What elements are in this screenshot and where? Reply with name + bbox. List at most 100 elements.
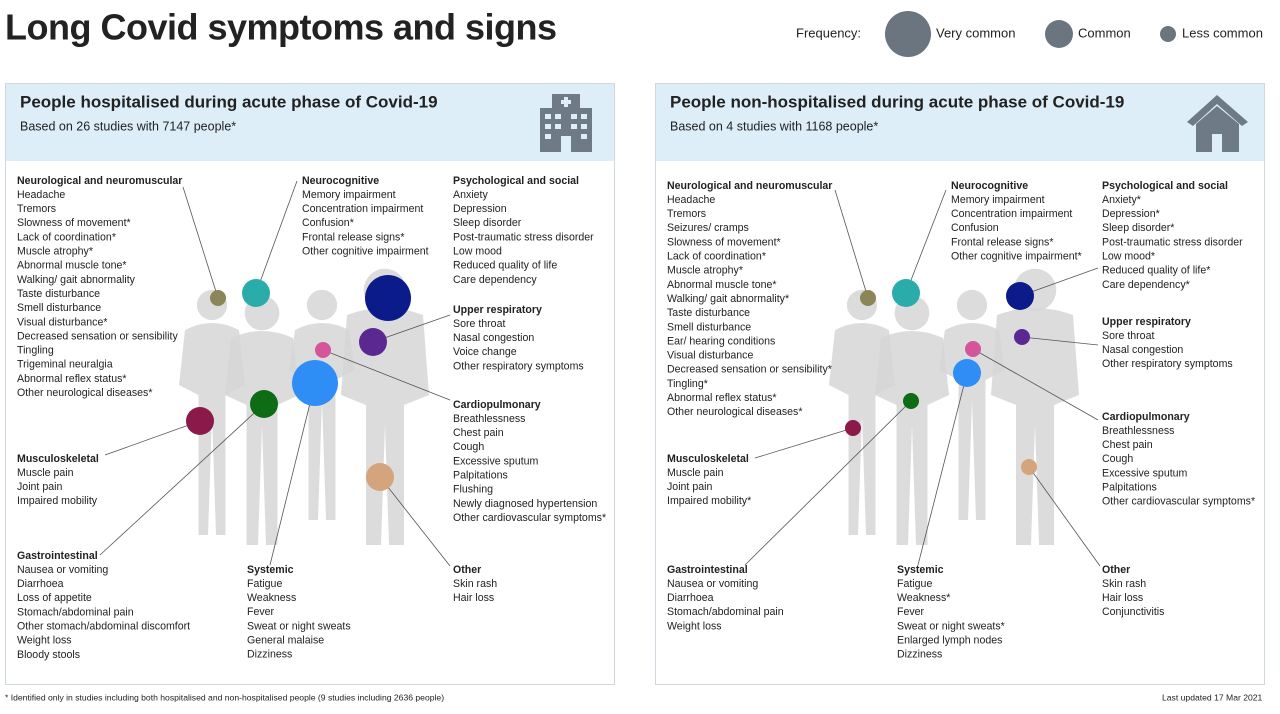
legend-item: Very common: [936, 25, 1015, 40]
group-heading: Neurological and neuromuscular: [17, 175, 182, 187]
symptom: Decreased sensation or sensibility*: [667, 364, 832, 376]
symptom: Other respiratory symptoms: [1102, 358, 1233, 370]
symptom: Muscle atrophy*: [17, 246, 93, 258]
symptom: Depression: [453, 203, 507, 215]
symptom: Bloody stools: [17, 649, 80, 661]
hospital-icon: [540, 94, 592, 152]
symptom: Hair loss: [1102, 592, 1143, 604]
symptom: Abnormal muscle tone*: [667, 279, 777, 291]
leader-line: [182, 186, 219, 299]
panel-header: [656, 84, 1264, 161]
symptom: Smell disturbance: [667, 321, 751, 333]
legend-circle: [1160, 26, 1176, 42]
frequency-bubble: [1014, 329, 1030, 345]
group-heading: Gastrointestinal: [17, 550, 98, 562]
group-heading: Cardiopulmonary: [453, 399, 541, 411]
symptom: Nasal congestion: [453, 332, 534, 344]
symptom: Excessive sputum: [1102, 467, 1188, 479]
symptom: Taste disturbance: [17, 288, 100, 300]
symptom: Confusion*: [302, 217, 354, 229]
symptom: Other stomach/abdominal discomfort: [17, 621, 190, 633]
frequency-bubble: [210, 290, 226, 306]
legend-circle: [885, 11, 931, 57]
symptom: Weight loss: [17, 635, 72, 647]
symptom: Diarrhoea: [667, 592, 714, 604]
leader-lines: [99, 180, 1101, 567]
leader-line: [834, 189, 869, 299]
symptom: Weakness: [247, 592, 296, 604]
symptom: Tremors: [17, 203, 56, 215]
symptom: Decreased sensation or sensibility: [17, 330, 178, 342]
frequency-bubble: [845, 420, 861, 436]
leader-line: [269, 382, 316, 566]
content: People hospitalised during acute phase o…: [17, 92, 1255, 660]
symptom: Frontal release signs*: [302, 231, 404, 243]
symptom: Sweat or night sweats: [247, 620, 351, 632]
symptom: Sore throat: [1102, 330, 1154, 342]
group-heading: Gastrointestinal: [667, 564, 748, 576]
silhouette-head: [956, 289, 988, 321]
leader-line: [972, 348, 1099, 421]
silhouette-body: [341, 308, 429, 545]
symptom: Walking/ gait abnormality: [17, 274, 136, 286]
panel-title: People hospitalised during acute phase o…: [20, 92, 438, 111]
group-heading: Cardiopulmonary: [1102, 411, 1190, 423]
symptom: Impaired mobility: [17, 495, 98, 507]
symptom: Sweat or night sweats*: [897, 620, 1005, 632]
symptom: Fever: [897, 606, 925, 618]
frequency-bubble: [365, 275, 411, 321]
symptom: Depression*: [1102, 208, 1160, 220]
symptom: Reduced quality of life*: [1102, 265, 1210, 277]
symptom: Loss of appetite: [17, 592, 92, 604]
legend-circle: [1045, 20, 1073, 48]
title: Long Covid symptoms and signs: [5, 7, 557, 48]
symptom: Hair loss: [453, 592, 494, 604]
symptom: Muscle pain: [17, 467, 74, 479]
frequency-bubble: [892, 279, 920, 307]
symptom: Fatigue: [897, 578, 932, 590]
symptom: Nasal congestion: [1102, 344, 1183, 356]
legend-item: Common: [1078, 25, 1131, 40]
symptom: Headache: [17, 189, 65, 201]
updated: Last updated 17 Mar 2021: [1162, 692, 1263, 702]
symptom: Other cardiovascular symptoms*: [1102, 496, 1255, 508]
legend-item: Less common: [1182, 25, 1263, 40]
symptom: Abnormal reflex status*: [667, 392, 777, 404]
symptom: Visual disturbance: [667, 350, 753, 362]
symptom: Weakness*: [897, 592, 950, 604]
group-heading: Musculoskeletal: [17, 453, 99, 465]
symptom: Breathlessness: [1102, 425, 1174, 437]
symptom: Slowness of movement*: [17, 217, 131, 229]
symptom: Memory impairment: [951, 194, 1045, 206]
leader-line: [905, 189, 947, 294]
leader-line: [104, 420, 201, 456]
frequency-bubble: [860, 290, 876, 306]
symptom: Joint pain: [667, 481, 712, 493]
group-heading: Psychological and social: [453, 175, 579, 187]
symptom: Low mood*: [1102, 251, 1155, 263]
symptom: Skin rash: [453, 578, 497, 590]
group-heading: Upper respiratory: [1102, 316, 1191, 328]
symptom: Headache: [667, 194, 715, 206]
frequency-bubble: [315, 342, 331, 358]
symptom: Anxiety: [453, 189, 488, 201]
panel-title: People non-hospitalised during acute pha…: [670, 92, 1124, 111]
panel-header: [6, 84, 614, 161]
silhouette-body: [875, 331, 949, 545]
symptom: Conjunctivitis: [1102, 606, 1164, 618]
legend-label: Frequency:: [796, 25, 861, 40]
symptom: Confusion: [951, 222, 999, 234]
group-heading: Upper respiratory: [453, 304, 542, 316]
frequency-bubble: [250, 390, 278, 418]
group-heading: Systemic: [247, 564, 294, 576]
symptom: Skin rash: [1102, 578, 1146, 590]
symptom: Ear/ hearing conditions: [667, 335, 775, 347]
symptom: Other neurological diseases*: [17, 387, 152, 399]
leader-line: [99, 403, 265, 556]
leader-line: [379, 476, 451, 567]
frequency-bubble: [242, 279, 270, 307]
symptom: Concentration impairment: [951, 208, 1072, 220]
symptom: Diarrhoea: [17, 578, 64, 590]
symptom: Other respiratory symptoms: [453, 360, 584, 372]
leader-line: [255, 180, 298, 294]
